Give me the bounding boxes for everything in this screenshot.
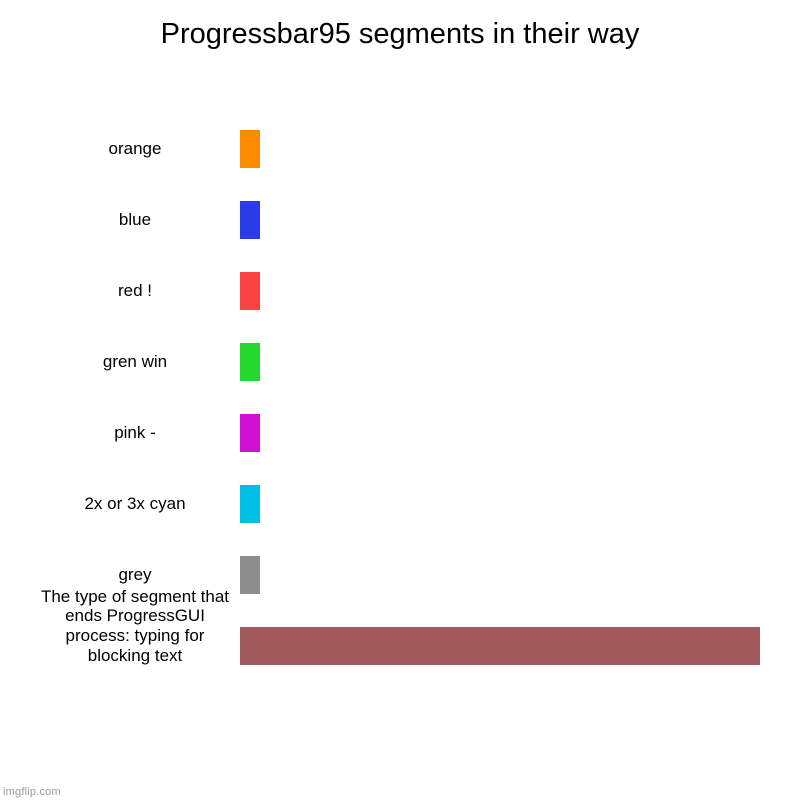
plot-area (240, 130, 760, 770)
bar (240, 201, 260, 239)
bar-label: red ! (40, 272, 230, 310)
bar-label: pink - (40, 414, 230, 452)
bar (240, 556, 260, 594)
bar (240, 627, 760, 665)
bar-label: The type of segment that ends ProgressGU… (40, 566, 230, 686)
bar (240, 130, 260, 168)
chart-container: Progressbar95 segments in their way imgf… (0, 0, 800, 800)
bar-label: gren win (40, 343, 230, 381)
bar-label: blue (40, 201, 230, 239)
bar (240, 272, 260, 310)
bar-label: orange (40, 130, 230, 168)
watermark: imgflip.com (0, 784, 64, 800)
bar (240, 343, 260, 381)
bar (240, 485, 260, 523)
bar-label: 2x or 3x cyan (40, 485, 230, 523)
chart-title: Progressbar95 segments in their way (0, 0, 800, 51)
bar (240, 414, 260, 452)
